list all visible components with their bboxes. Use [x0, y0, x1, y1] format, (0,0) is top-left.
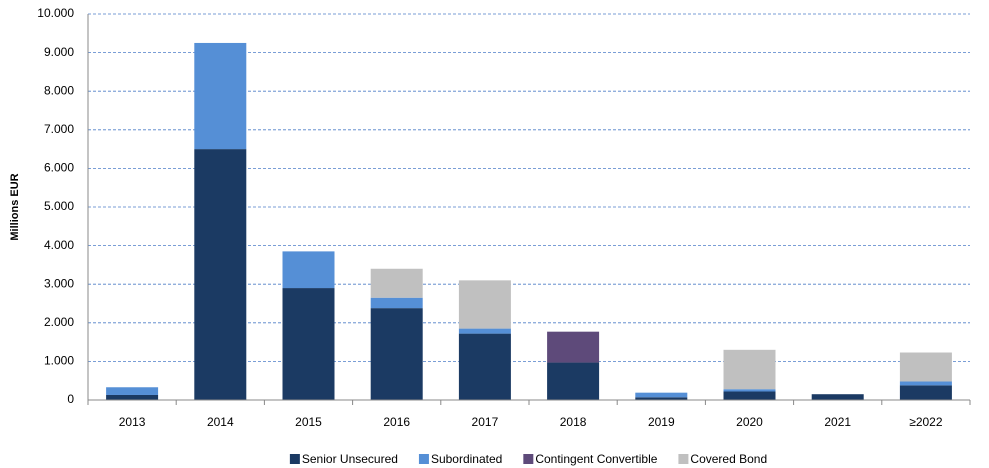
bar-segment — [370, 308, 423, 400]
bar-segment — [370, 268, 423, 298]
legend-swatch — [678, 454, 689, 464]
y-tick-label: 6.000 — [44, 161, 74, 175]
y-tick-label: 9.000 — [44, 45, 74, 59]
bar-segment — [723, 389, 776, 392]
y-tick-label: 3.000 — [44, 276, 74, 290]
legend-swatch — [289, 454, 300, 464]
x-tick-label: 2014 — [207, 415, 234, 429]
legend-label: Subordinated — [431, 452, 502, 466]
y-tick-label: 10.000 — [37, 6, 74, 20]
bar-segment — [899, 352, 952, 382]
bar-segment — [458, 328, 511, 334]
y-tick-label: 1.000 — [44, 354, 74, 368]
bar-segment — [547, 362, 600, 400]
bar-segment — [811, 394, 864, 400]
bar-segment — [194, 42, 247, 150]
bar-segment — [723, 391, 776, 400]
bar-segment — [106, 387, 159, 395]
bar-segment — [458, 333, 511, 400]
x-tick-label: 2018 — [560, 415, 587, 429]
legend-label: Covered Bond — [690, 452, 767, 466]
x-tick-label: 2016 — [383, 415, 410, 429]
bar-segment — [899, 385, 952, 400]
y-tick-label: 5.000 — [44, 199, 74, 213]
y-tick-label: 0 — [67, 392, 74, 406]
bar-segment — [282, 251, 335, 289]
x-tick-label: 2013 — [119, 415, 146, 429]
x-tick-label: 2015 — [295, 415, 322, 429]
x-tick-label: 2017 — [472, 415, 499, 429]
bar-segment — [106, 394, 159, 400]
y-tick-label: 4.000 — [44, 238, 74, 252]
legend-label: Contingent Convertible — [535, 452, 657, 466]
bar-segment — [635, 397, 688, 400]
x-tick-label: 2020 — [736, 415, 763, 429]
bar-segment — [547, 331, 600, 363]
x-tick-label: 2019 — [648, 415, 675, 429]
y-tick-label: 2.000 — [44, 315, 74, 329]
y-axis-label: Millions EUR — [9, 173, 21, 240]
x-tick-label: 2021 — [824, 415, 851, 429]
bar-segment — [282, 288, 335, 400]
bar-segment — [899, 381, 952, 386]
y-tick-label: 8.000 — [44, 83, 74, 97]
legend-swatch — [523, 454, 534, 464]
bar-segment — [723, 349, 776, 390]
y-tick-label: 7.000 — [44, 122, 74, 136]
bar-segment — [635, 392, 688, 398]
x-tick-label: ≥2022 — [909, 415, 943, 429]
bar-segment — [194, 149, 247, 400]
legend-swatch — [418, 454, 429, 464]
legend-label: Senior Unsecured — [302, 452, 398, 466]
bar-segment — [370, 297, 423, 309]
bar-segment — [458, 280, 511, 329]
